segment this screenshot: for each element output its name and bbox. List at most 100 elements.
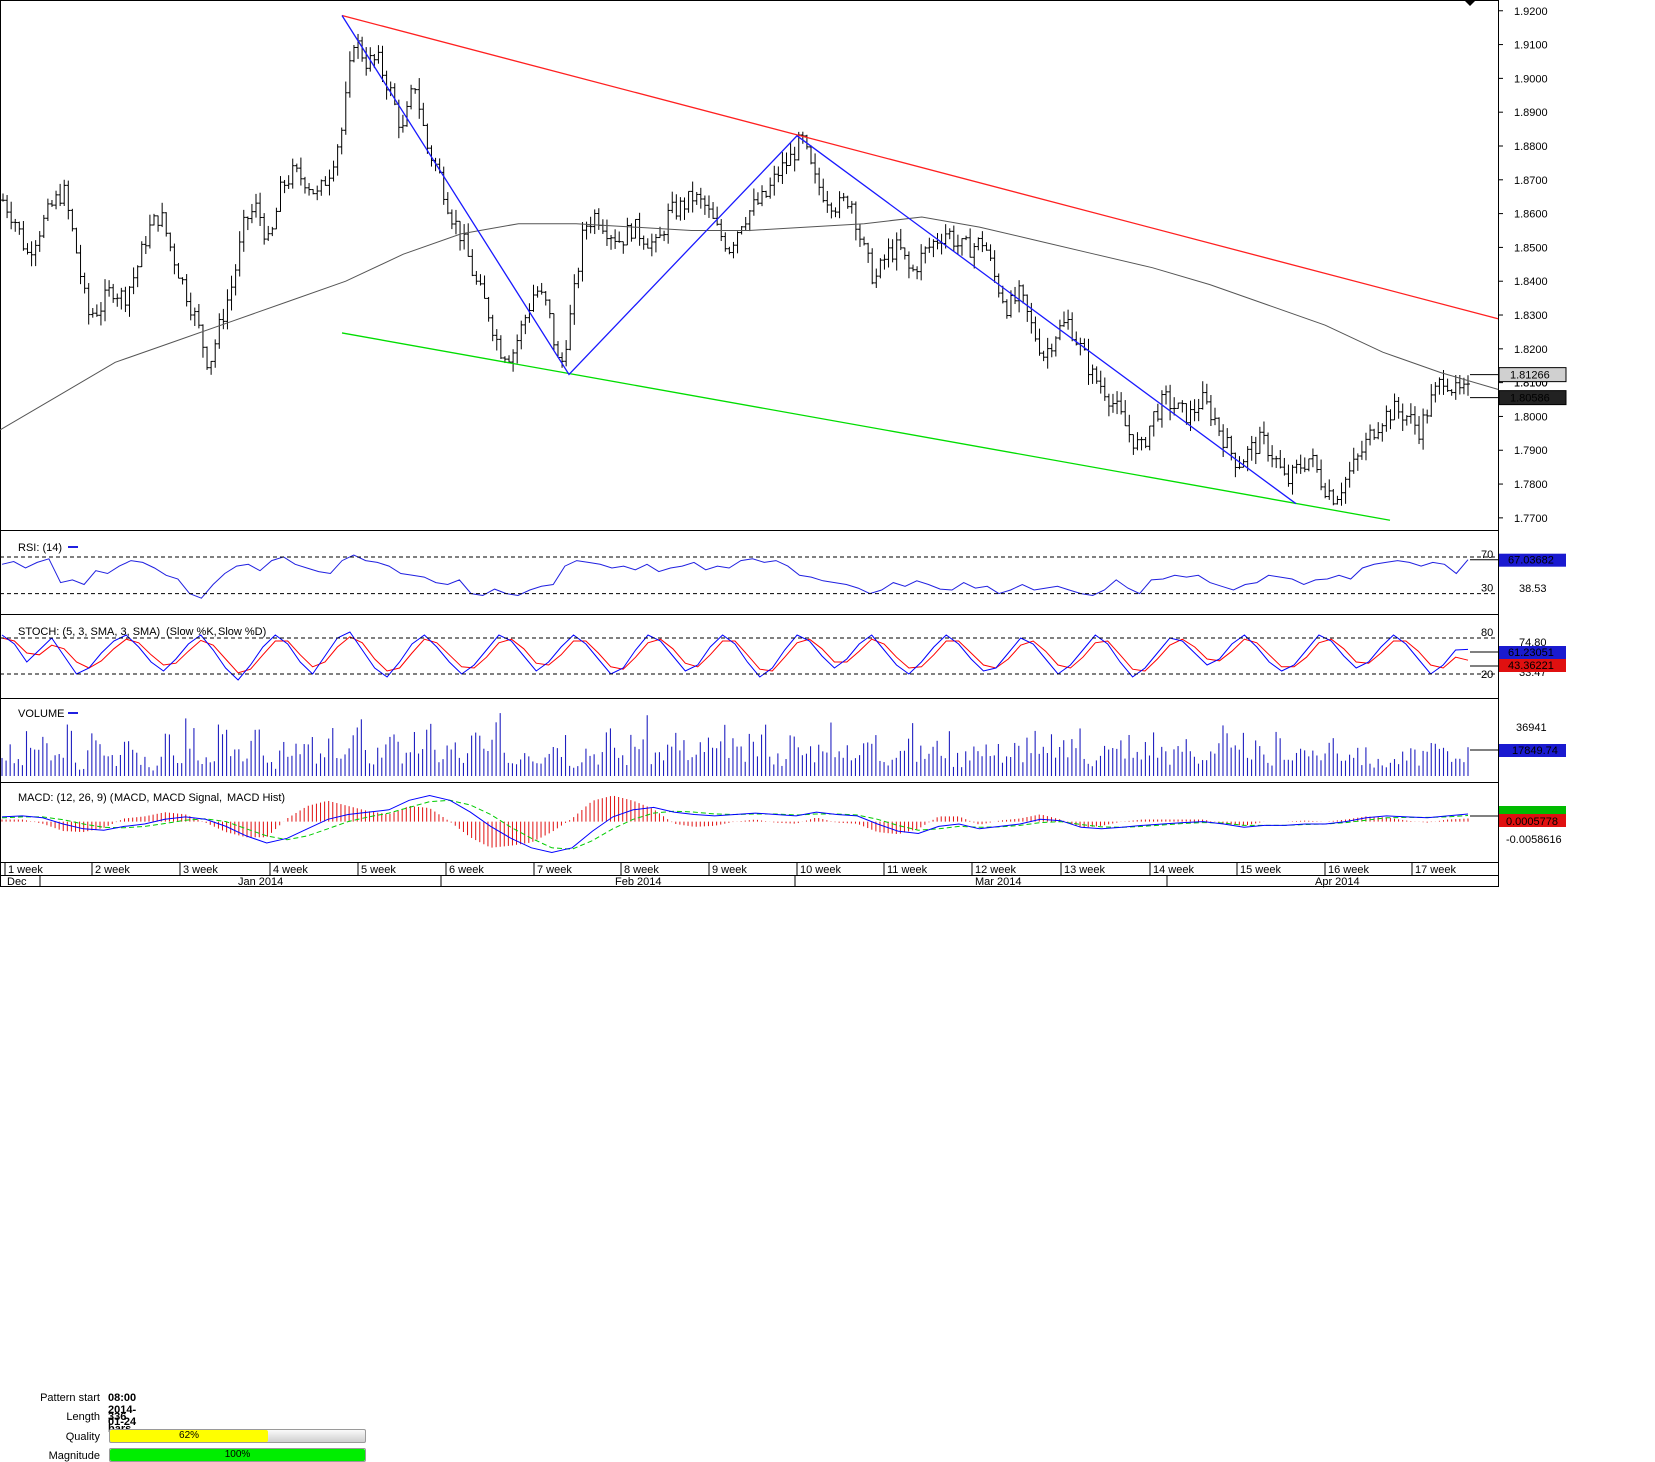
ohlc-bar (421, 102, 426, 127)
price-tick-label: 1.9000 (1514, 73, 1548, 85)
ohlc-bar (1261, 421, 1266, 445)
ohlc-bar (833, 207, 838, 218)
ohlc-bar (674, 194, 679, 220)
ohlc-bar (221, 308, 226, 330)
ohlc-bar (702, 195, 707, 215)
ohlc-bar (1376, 422, 1381, 440)
ohlc-bar (964, 235, 969, 241)
pattern-zigzag-line (341, 15, 1297, 505)
ohlc-bar (678, 197, 683, 221)
macd-title: MACD: (12, 26, 9) ( (18, 792, 114, 804)
ohlc-bar (1347, 461, 1352, 488)
ohlc-bar (1266, 432, 1271, 462)
ohlc-bar (686, 190, 691, 213)
ohlc-bar (821, 178, 826, 203)
ohlc-bar (507, 355, 512, 364)
ohlc-bar (1245, 446, 1250, 472)
ohlc-bar (1176, 402, 1181, 409)
ohlc-bar (1241, 459, 1246, 468)
ohlc-bar (1396, 396, 1401, 419)
ohlc-bar (662, 230, 667, 242)
ohlc-bar (988, 244, 993, 262)
ohlc-bar (992, 250, 997, 283)
ohlc-bar (580, 222, 585, 282)
ohlc-bar (1335, 495, 1340, 505)
ohlc-bar (298, 157, 303, 186)
ohlc-bar (776, 166, 781, 183)
ohlc-bar (111, 283, 116, 303)
ohlc-bar (315, 185, 320, 201)
week-label: 2 week (95, 864, 130, 876)
pattern-length-label: Length (66, 1411, 100, 1423)
ohlc-bar (466, 223, 471, 257)
ohlc-bar (376, 45, 381, 64)
ohlc-bar (853, 201, 858, 241)
ohlc-bar (78, 244, 83, 285)
ohlc-bar (1221, 424, 1226, 457)
stoch-title: STOCH: (5, 3, SMA, 3, SMA) (18, 626, 160, 638)
ohlc-bar (1257, 426, 1262, 454)
ohlc-bar (29, 241, 34, 267)
ohlc-bar (180, 277, 185, 285)
ohlc-bar (902, 247, 907, 260)
ohlc-bar (764, 190, 769, 198)
stoch-level-high-label: 80 (1481, 627, 1493, 639)
ohlc-bar (413, 88, 418, 94)
stoch-legend-d: Slow %D) (218, 626, 266, 638)
ohlc-bar (543, 291, 548, 306)
ohlc-bar (1249, 435, 1254, 461)
ohlc-bar (800, 131, 805, 144)
ohlc-bar (837, 191, 842, 219)
macd-axis-value: -0.0058616 (1506, 834, 1562, 846)
ohlc-bar (935, 233, 940, 250)
ohlc-bar (1363, 432, 1368, 461)
price-tick-label: 1.7700 (1514, 513, 1548, 525)
ohlc-bar (1425, 409, 1430, 424)
ohlc-bar (617, 231, 622, 243)
ohlc-bar (841, 192, 846, 202)
ohlc-bar (1384, 405, 1389, 432)
ohlc-bar (862, 236, 867, 246)
volume-axis-value: 36941 (1516, 722, 1547, 734)
ohlc-bar (266, 225, 271, 241)
week-label: 5 week (361, 864, 396, 876)
ohlc-bar (119, 287, 124, 310)
week-label: 11 week (887, 864, 928, 876)
ohlc-bar (90, 308, 95, 318)
ohlc-bar (670, 191, 675, 214)
month-label: Feb 2014 (615, 876, 661, 888)
macd-legend-macd: MACD, (114, 792, 149, 804)
ohlc-bar (192, 307, 197, 326)
price-tick-label: 1.7800 (1514, 479, 1548, 491)
ohlc-bar (515, 334, 520, 364)
ohlc-bar (1368, 424, 1373, 446)
ohlc-bar (747, 210, 752, 232)
ohlc-bar (1408, 403, 1413, 424)
macd-legend-hist: MACD Hist) (227, 792, 285, 804)
ohlc-bar (1041, 350, 1046, 362)
resistance-line (341, 14, 1499, 320)
ohlc-bar (1200, 381, 1205, 410)
ohlc-bar (258, 192, 263, 227)
last-price-high-label-box (1498, 367, 1567, 383)
ohlc-bar (1151, 411, 1156, 437)
ohlc-bar (498, 335, 503, 359)
stoch-d-value: 43.36221 (1508, 660, 1554, 672)
ohlc-bar (1192, 399, 1197, 422)
ohlc-bar (629, 223, 634, 242)
week-label: 3 week (183, 864, 218, 876)
ohlc-bar (364, 47, 369, 76)
ohlc-bar (694, 191, 699, 205)
ohlc-bar (302, 176, 307, 194)
ohlc-bar (217, 313, 222, 349)
chart-canvas[interactable]: 1.9200 1.9100 1.9000 1.8900 1.8800 1.8700 1.86… (0, 0, 1655, 937)
ohlc-bar (1400, 403, 1405, 431)
ohlc-bar (911, 264, 916, 272)
ohlc-bar (441, 166, 446, 205)
ohlc-bar (755, 192, 760, 205)
ohlc-bar (392, 83, 397, 106)
volume-bars (1, 713, 1469, 776)
ohlc-bar (890, 239, 895, 263)
ohlc-bar (849, 200, 854, 214)
ohlc-bar (62, 179, 67, 207)
